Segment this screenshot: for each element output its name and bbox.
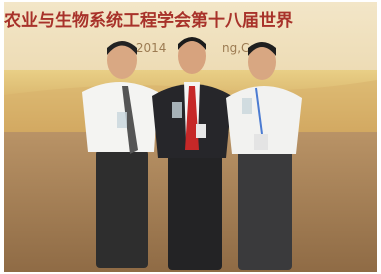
glass bbox=[242, 98, 252, 114]
photo: 农业与生物系统工程学会第十八届世界 .2014 ng,C bbox=[0, 0, 381, 274]
pants bbox=[96, 150, 148, 268]
banner-place: ng,C bbox=[222, 41, 249, 55]
pants bbox=[168, 150, 222, 270]
page: 农业与生物系统工程学会第十八届世界 .2014 ng,C (() => { co… bbox=[0, 0, 381, 274]
glass bbox=[172, 102, 182, 118]
glass bbox=[117, 112, 127, 128]
badge bbox=[196, 124, 206, 138]
banner-date: .2014 bbox=[132, 41, 166, 55]
badge bbox=[254, 134, 268, 150]
pants bbox=[238, 150, 292, 270]
banner-title: 农业与生物系统工程学会第十八届世界 bbox=[3, 10, 293, 31]
